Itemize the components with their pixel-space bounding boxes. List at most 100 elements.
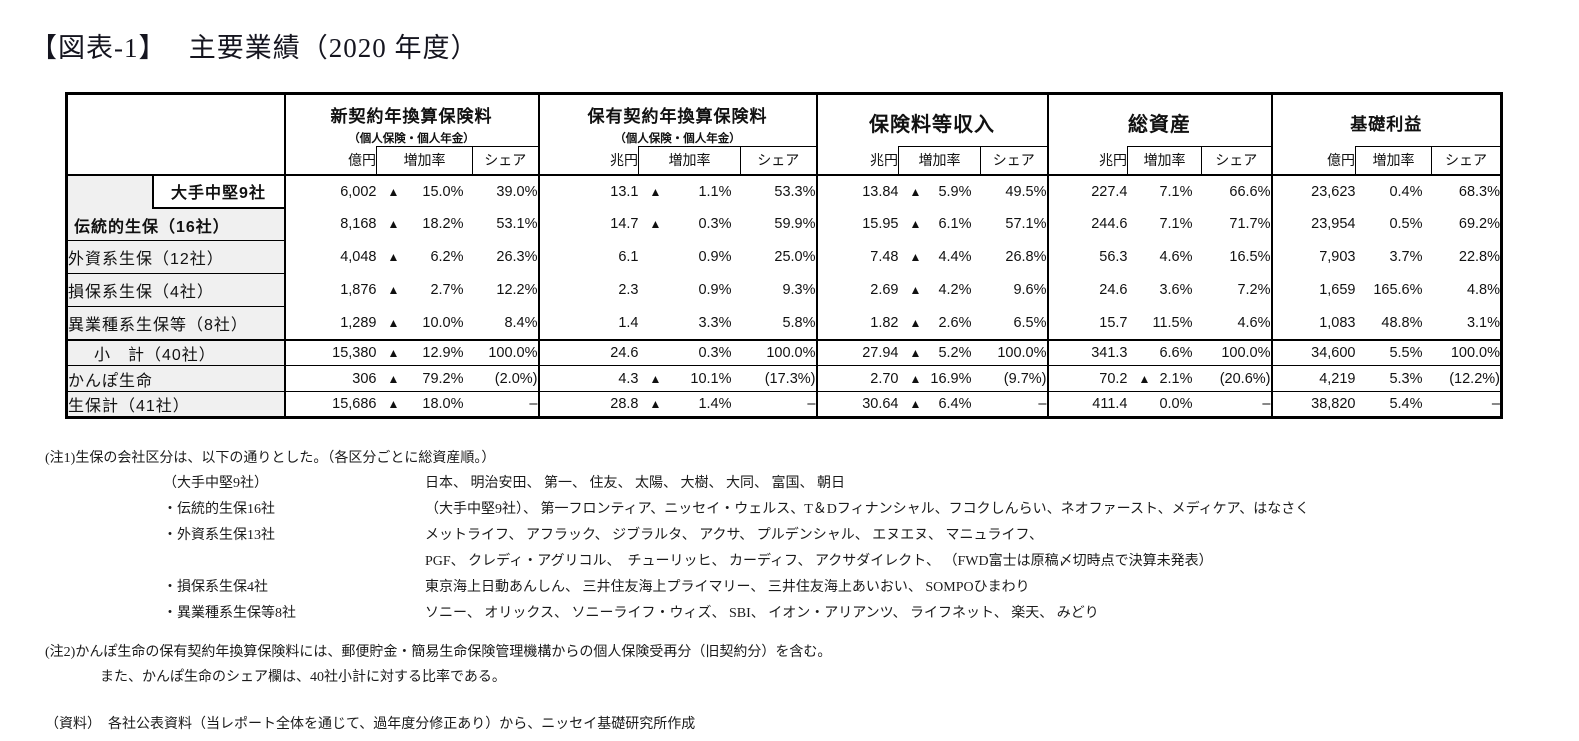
footnotes: (注1)生保の会社区分は、以下の通りとした。（各区分ごとに総資産順。） （大手中… <box>45 447 1309 733</box>
company-names: ソニー、 オリックス、 ソニーライフ・ウィズ、 SBI、 イオン・アリアンツ、 … <box>425 606 1099 621</box>
cell-share: – <box>1201 391 1272 418</box>
cell-value: 7.48 <box>815 240 899 274</box>
negative-triangle-icon: ▲ <box>909 217 922 231</box>
cell-share: 7.2% <box>1237 282 1271 298</box>
cell-share: 100.0% <box>740 338 817 366</box>
cell-share: – <box>1431 391 1502 418</box>
rate-value: 79.2% <box>422 370 464 387</box>
cell-share: 100.0% <box>980 338 1048 366</box>
cell-share: 100.0% <box>1201 338 1272 366</box>
unit-header: 増加率 <box>898 146 981 176</box>
unit-header: シェア <box>980 146 1048 176</box>
rate-value: 2.6% <box>938 314 972 331</box>
cell-rate: 3.7% <box>1356 241 1432 274</box>
col-group-subtitle: （個人保険・個人年金） <box>614 133 741 145</box>
cell-value: 15.95 <box>815 207 899 241</box>
cell-rate: 5.4% <box>1355 391 1432 418</box>
cell-share: 4.8% <box>1466 282 1500 298</box>
cell-rate: ▲ 4.2% <box>899 274 981 307</box>
note1-item: ・外資系生保13社 メットライフ、 アフラック、 ジブラルタ、 アクサ、 プルデ… <box>163 523 1309 549</box>
cell-value: 7,903 <box>1270 240 1356 274</box>
cell-share: (2.0%) <box>472 365 539 392</box>
col-group-subtitle: （個人保険・個人年金） <box>348 133 475 145</box>
table-row: かんぽ生命 306 ▲ 79.2% (2.0%) 4.3 ▲ 10.1% (17.3%) 2.70… <box>66 365 1502 392</box>
negative-triangle-icon: ▲ <box>1138 371 1151 386</box>
cell-share: 16.5% <box>1229 249 1271 265</box>
rate-value: 165.6% <box>1373 282 1423 298</box>
negative-triangle-icon: ▲ <box>649 371 662 386</box>
cell-rate: 0.3% <box>638 338 741 366</box>
row-label: 小 計（40社） <box>66 338 286 366</box>
cell-value: 8,168 <box>283 207 377 241</box>
cell-value: 306 <box>283 365 377 392</box>
row-label: 異業種系生保等（8社） <box>66 306 286 340</box>
cell-value: 15,380 <box>283 338 377 366</box>
col-group-title: 総資産 <box>1128 114 1191 136</box>
cell-share: 71.7% <box>1229 216 1271 232</box>
negative-triangle-icon: ▲ <box>387 217 400 231</box>
cell-value: 4.3 <box>537 365 639 392</box>
rate-value: 4.2% <box>938 282 972 298</box>
negative-triangle-icon: ▲ <box>909 315 922 330</box>
unit-header: 増加率 <box>638 146 741 176</box>
note1-item: ・異業種系生保等8社 ソニー、 オリックス、 ソニーライフ・ウィズ、 SBI、 … <box>163 601 1309 627</box>
note2-line2: また、かんぽ生命のシェア欄は、40社小計に対する比率である。 <box>100 670 506 685</box>
col-group-inforce-annualized-premium: 保有契約年換算保険料 （個人保険・個人年金） <box>537 93 817 147</box>
cell-value: 2.3 <box>537 273 639 307</box>
cell-value: 2.69 <box>815 273 899 307</box>
row-label: 損保系生保（4社） <box>66 273 286 307</box>
table-row: 外資系生保（12社） 4,048 ▲ 6.2% 26.3% 6.1 0.9% 25.0% 7.4… <box>66 240 1502 274</box>
cell-rate: ▲ 2.7% <box>377 274 473 307</box>
rate-value: 2.1% <box>1159 370 1193 387</box>
cell-rate: 165.6% <box>1356 274 1432 307</box>
corner-cell <box>66 93 286 176</box>
negative-triangle-icon: ▲ <box>387 371 400 386</box>
rate-value: 3.7% <box>1389 249 1423 265</box>
col-group-core-profit: 基礎利益 <box>1270 93 1502 147</box>
cell-rate: 0.9% <box>639 274 741 307</box>
cell-rate: 11.5% <box>1128 307 1202 340</box>
source-line: （資料） 各社公表資料（当レポート全体を通じて、過年度分修正あり）から、ニッセイ… <box>45 717 696 732</box>
cell-rate: 5.5% <box>1355 338 1432 366</box>
cell-share: 53.3% <box>774 183 816 200</box>
cell-share: 8.4% <box>504 314 538 331</box>
unit-header: 兆円 <box>537 146 639 176</box>
cell-share: 9.3% <box>782 282 816 298</box>
cell-value: 15,686 <box>283 391 377 418</box>
negative-triangle-icon: ▲ <box>909 250 922 264</box>
cell-value: 34,600 <box>1270 338 1356 366</box>
rate-value: 1.1% <box>698 183 732 200</box>
cell-share: 6.5% <box>1013 314 1047 331</box>
cell-value: 13.1 <box>537 174 639 208</box>
company-names: 日本、 明治安田、 第一、 住友、 太陽、 大樹、 大同、 富国、 朝日 <box>425 476 845 491</box>
rate-value: 48.8% <box>1381 314 1423 331</box>
note2-line1: (注2)かんぽ生命の保有契約年換算保険料には、郵便貯金・簡易生命保険管理機構から… <box>45 645 832 660</box>
col-group-title: 新契約年換算保険料 <box>330 107 493 126</box>
cell-rate: 7.1% <box>1128 175 1202 208</box>
cell-share: 57.1% <box>1005 216 1047 232</box>
cell-value: 4,048 <box>283 240 377 274</box>
cell-value: 341.3 <box>1046 338 1128 366</box>
rate-value: 6.1% <box>938 216 972 232</box>
rate-value: 0.3% <box>698 216 732 232</box>
rate-value: 3.3% <box>698 314 732 331</box>
unit-header: 億円 <box>1270 146 1356 176</box>
rate-value: 15.0% <box>422 183 464 200</box>
unit-header: シェア <box>472 146 539 176</box>
unit-header: 億円 <box>283 146 377 176</box>
cell-rate: 0.9% <box>639 241 741 274</box>
rate-value: 0.9% <box>698 282 732 298</box>
unit-header: 増加率 <box>1127 146 1202 176</box>
cell-rate: ▲ 18.0% <box>376 391 473 418</box>
cell-share: 26.3% <box>496 249 538 265</box>
cell-rate: ▲ 6.2% <box>377 241 473 274</box>
cell-value: 56.3 <box>1046 240 1128 274</box>
note1-item: ・損保系生保4社 東京海上日動あんしん、 三井住友海上プライマリー、 三井住友海… <box>163 575 1309 601</box>
unit-header: シェア <box>1431 146 1502 176</box>
cell-share: (12.2%) <box>1431 365 1502 392</box>
cell-rate: ▲ 18.2% <box>377 208 473 241</box>
rate-value: 5.3% <box>1389 370 1423 387</box>
row-label: 伝統的生保（16社） <box>74 219 230 236</box>
unit-header: 増加率 <box>1355 146 1432 176</box>
performance-table: 新契約年換算保険料 （個人保険・個人年金） 保有契約年換算保険料 （個人保険・個… <box>65 92 1503 419</box>
